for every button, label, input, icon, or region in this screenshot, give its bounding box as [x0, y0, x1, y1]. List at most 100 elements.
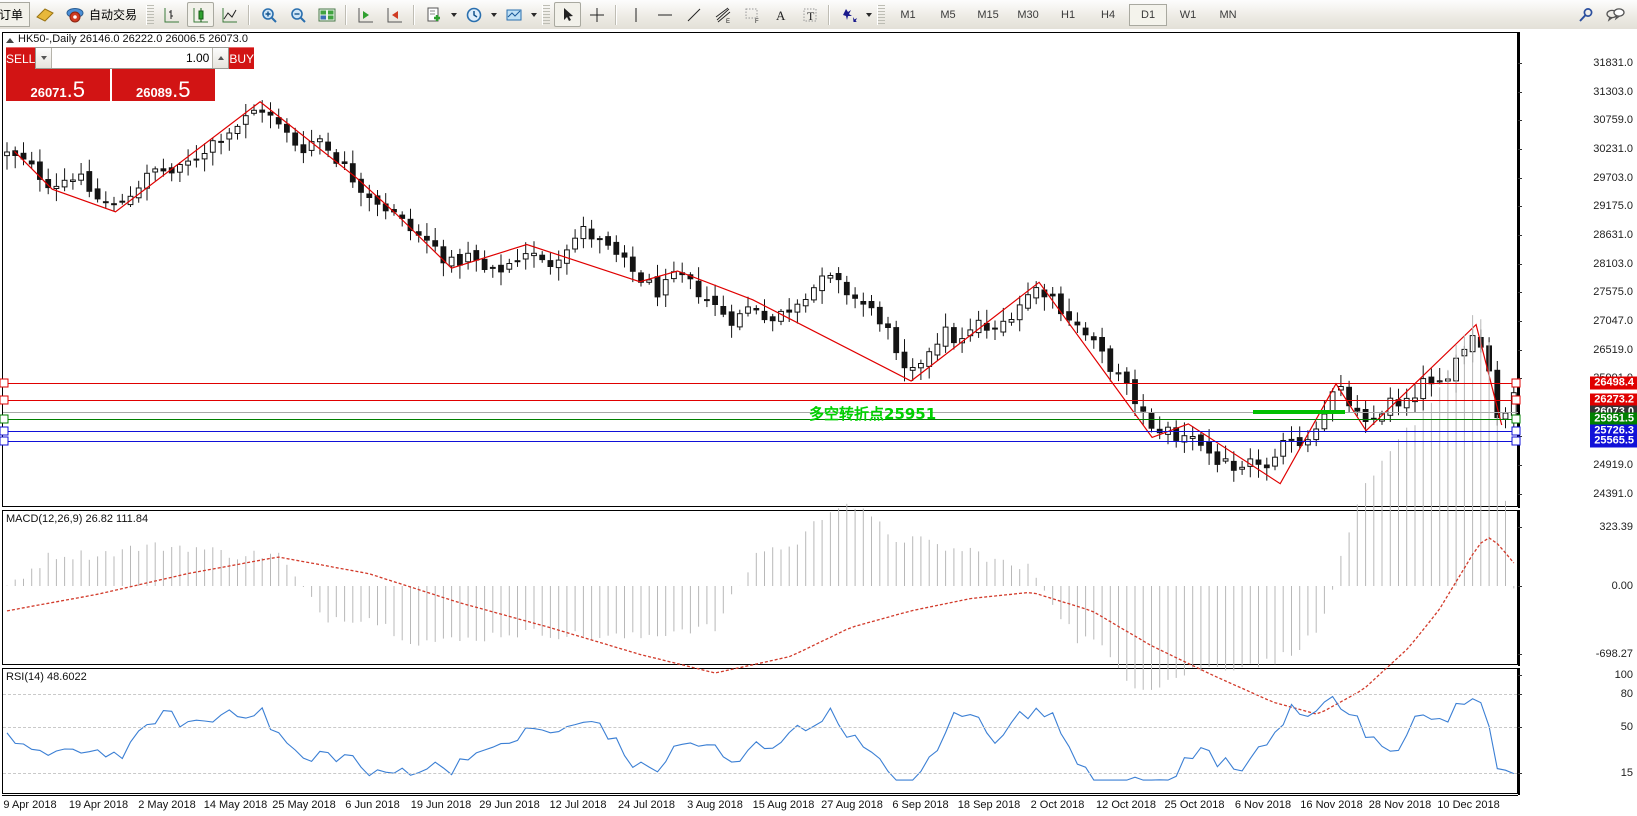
handle-resistance-2-left[interactable]: [0, 395, 9, 405]
volume-input[interactable]: [52, 48, 213, 68]
crosshair-icon[interactable]: [583, 2, 610, 27]
macd-axis-line: [1518, 510, 1520, 666]
price-axis-tick-label: 24919.0: [1593, 459, 1633, 471]
toolbar-grip[interactable]: [146, 4, 155, 25]
handle-support-1-left[interactable]: [0, 426, 9, 436]
price-axis-tickmark: [1518, 350, 1522, 351]
tab-timeframe-w1[interactable]: W1: [1179, 8, 1197, 21]
price-tag-support-2[interactable]: 25565.5: [1590, 434, 1637, 448]
handle-resistance-1[interactable]: [1511, 378, 1521, 388]
price-axis-tick-label: 31303.0: [1593, 86, 1633, 98]
volume-increase-button[interactable]: [212, 48, 229, 68]
price-pane[interactable]: [2, 32, 1518, 507]
indicators-icon[interactable]: [420, 2, 447, 27]
toolbar-grip[interactable]: [542, 4, 551, 25]
handle-pivot-left[interactable]: [0, 414, 9, 424]
trendline-icon[interactable]: [680, 2, 707, 27]
price-axis-tick-label: 31831.0: [1593, 57, 1633, 69]
line-resistance-1[interactable]: [3, 383, 1518, 384]
vertical-line-icon[interactable]: [622, 2, 649, 27]
handle-support-1[interactable]: [1511, 426, 1521, 436]
rsi-axis-tick-label: 50: [1620, 721, 1633, 733]
price-axis-tickmark: [1518, 63, 1522, 64]
autotrade-label: 自动交易: [89, 8, 138, 22]
volume-stepper[interactable]: [35, 47, 230, 69]
price-tag-pivot[interactable]: 25951.5: [1590, 412, 1637, 426]
period-dropdown-caret[interactable]: [488, 3, 499, 26]
svg-text:T: T: [807, 9, 815, 23]
price-axis-tickmark: [1518, 178, 1522, 179]
zoom-out-icon[interactable]: [284, 2, 311, 27]
zoom-in-icon[interactable]: [255, 2, 282, 27]
line-support-2[interactable]: [3, 441, 1518, 442]
rsi-pane[interactable]: [2, 668, 1518, 794]
line-chart-icon[interactable]: [216, 2, 243, 27]
chart-collapse-icon[interactable]: [6, 38, 14, 43]
price-axis-tickmark: [1518, 494, 1522, 495]
tab-timeframe-m30[interactable]: M30: [1017, 8, 1039, 21]
chevron-up-icon: [217, 56, 224, 60]
chart-area[interactable]: HK50-,Daily 26146.0 26222.0 26006.5 2607…: [0, 29, 1637, 816]
new-order-button[interactable]: 订单: [0, 2, 31, 27]
buy-price-integer: 26089: [135, 85, 173, 100]
handle-support-2[interactable]: [1511, 436, 1521, 446]
svg-text:F: F: [755, 19, 759, 24]
price-tag-resistance-2[interactable]: 26273.2: [1590, 393, 1637, 407]
chart-shift-icon[interactable]: [381, 2, 408, 27]
price-tag-resistance-1[interactable]: 26498.4: [1590, 376, 1637, 390]
scroll-end-icon[interactable]: [352, 2, 379, 27]
tab-timeframe-m1[interactable]: M1: [900, 8, 916, 21]
cursor-icon[interactable]: [554, 2, 582, 27]
price-axis[interactable]: 31831.0 31303.0 30759.0 30231.0 29703.0 29175…: [1518, 29, 1637, 816]
text-label-icon[interactable]: A: [767, 2, 794, 27]
line-pivot[interactable]: [3, 419, 1518, 420]
channel-icon[interactable]: F: [738, 2, 765, 27]
toolbar-grip[interactable]: [877, 4, 886, 25]
tab-timeframe-d1[interactable]: D1: [1129, 3, 1168, 26]
period-icon[interactable]: [460, 2, 487, 27]
chat-icon[interactable]: [1601, 2, 1628, 27]
autotrade-button[interactable]: 自动交易: [59, 6, 143, 24]
bar-chart-icon[interactable]: [158, 2, 185, 27]
search-icon[interactable]: [1572, 2, 1599, 27]
handle-support-2-left[interactable]: [0, 436, 9, 446]
volume-decrease-button[interactable]: [36, 48, 53, 68]
macd-pane[interactable]: [2, 510, 1518, 665]
handle-pivot[interactable]: [1511, 414, 1521, 424]
svg-text:A: A: [776, 8, 786, 23]
objects-dropdown-caret[interactable]: [863, 3, 874, 26]
indicators-dropdown-caret[interactable]: [448, 3, 459, 26]
main-toolbar: 订单 自动交易: [0, 0, 1637, 30]
tab-timeframe-h4[interactable]: H4: [1101, 8, 1116, 21]
price-axis-tick-label: 24391.0: [1593, 488, 1633, 500]
expert-advisor-icon[interactable]: [31, 2, 58, 27]
templates-dropdown-caret[interactable]: [528, 3, 539, 26]
line-resistance-2[interactable]: [3, 400, 1518, 401]
tab-timeframe-mn[interactable]: MN: [1219, 8, 1237, 21]
buy-button[interactable]: 26089 .5: [111, 69, 215, 101]
tab-timeframe-m15[interactable]: M15: [977, 8, 999, 21]
macd-axis-tick-label: 323.39: [1599, 521, 1633, 533]
macd-axis-tick-label: -698.27: [1595, 648, 1633, 660]
time-axis[interactable]: 9 Apr 2018 19 Apr 2018 2 May 2018 14 May 20…: [2, 795, 1518, 816]
time-axis-label: 25 Oct 2018: [1164, 799, 1225, 811]
line-support-1[interactable]: [3, 431, 1518, 432]
pivot-annotation-text[interactable]: 多空转折点25951: [809, 405, 937, 423]
time-axis-label: 27 Aug 2018: [821, 799, 883, 811]
sell-button[interactable]: 26071 .5: [6, 69, 110, 101]
tab-timeframe-m5[interactable]: M5: [940, 8, 956, 21]
text-icon[interactable]: T: [796, 2, 823, 27]
horizontal-line-icon[interactable]: [651, 2, 678, 27]
templates-icon[interactable]: [500, 2, 527, 27]
one-click-trading-panel[interactable]: SELL BUY 26071 .5 26089 .5: [6, 47, 255, 101]
tile-windows-icon[interactable]: [313, 2, 340, 27]
handle-resistance-2[interactable]: [1511, 395, 1521, 405]
tab-timeframe-h1[interactable]: H1: [1061, 8, 1076, 21]
candlestick-chart-icon[interactable]: [187, 2, 215, 27]
fibonacci-icon[interactable]: E: [709, 2, 736, 27]
price-axis-tickmark: [1518, 92, 1522, 93]
handle-resistance-1-left[interactable]: [0, 378, 9, 388]
price-tag-support-1[interactable]: 25726.3: [1590, 424, 1637, 438]
objects-icon[interactable]: [835, 2, 862, 27]
time-axis-label: 6 Nov 2018: [1234, 799, 1292, 811]
